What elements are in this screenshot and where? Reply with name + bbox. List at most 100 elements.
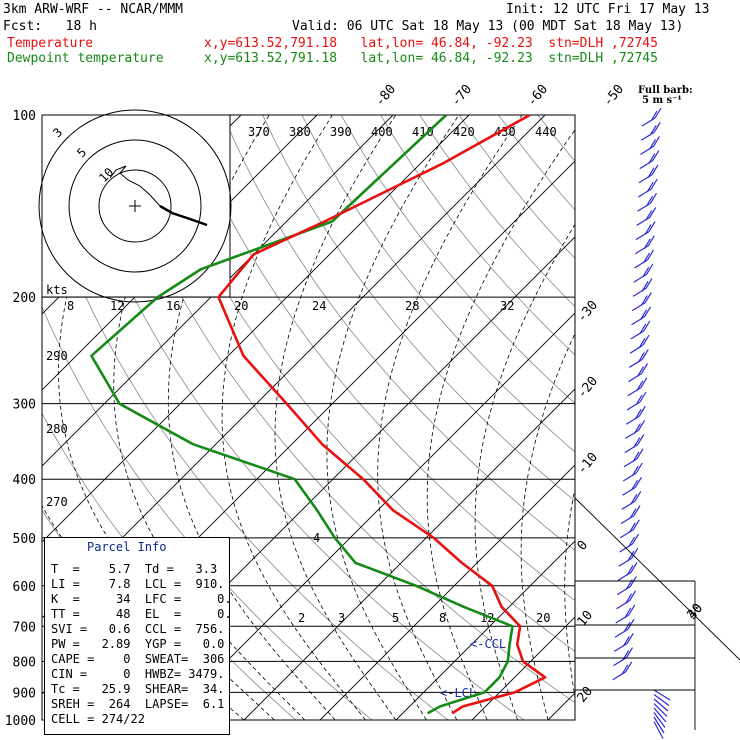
wind-barb-staff (653, 703, 668, 717)
wind-barb-staff (621, 500, 636, 510)
isotherm (319, 464, 575, 720)
wind-barb-flag (631, 547, 639, 559)
temperature-tick-label: -10 (575, 450, 602, 478)
wind-barb-staff (634, 245, 649, 255)
theta-tick-label-left: 270 (46, 495, 68, 509)
wind-barb-staff (613, 657, 627, 667)
theta-tick-label: 420 (453, 125, 475, 139)
hodograph-ring (38, 109, 232, 303)
parcel-row: SVI = 0.6 CCL = 756. (51, 622, 225, 636)
dry-adiabat (104, 115, 575, 704)
isotherm (395, 540, 575, 720)
moist-adiabat (113, 115, 306, 720)
mixing-ratio-label: 5 (392, 611, 399, 625)
wind-barb-flag (640, 295, 648, 306)
wind-barb-staff (620, 515, 635, 525)
wind-barb-flag (645, 278, 653, 289)
wind-barb-flag (646, 181, 654, 193)
wind-barb-flag (640, 363, 649, 374)
wind-barb-flag (634, 476, 643, 488)
wind-barb-staff (653, 716, 665, 734)
theta-tick-label-left: 290 (46, 349, 68, 363)
wind-barb-flag (639, 323, 647, 335)
temperature-legend: Temperature (7, 36, 94, 51)
wind-legend-unit: 5 m s⁻¹ (642, 95, 682, 106)
pressure-tick-label: 400 (13, 473, 36, 488)
wind-barb-flag (638, 405, 646, 417)
dry-adiabat (617, 115, 740, 720)
wind-barb-flag (628, 604, 636, 616)
wind-barb-flag (621, 664, 629, 676)
wind-barb-flag (639, 309, 648, 321)
wind-barb-flag (648, 221, 656, 232)
wind-barb-staff (617, 571, 632, 581)
wind-barb-staff (632, 287, 647, 297)
theta-tick-label: 400 (371, 125, 393, 139)
wind-barb-staff (653, 707, 667, 723)
wind-barb-staff (631, 316, 645, 326)
wind-barb-staff (622, 486, 636, 496)
wind-barb-staff (653, 689, 671, 701)
theta-tick-label: 430 (494, 125, 516, 139)
wind-barb-staff (618, 557, 633, 567)
dewpoint-legend: Dewpoint temperature (7, 51, 164, 66)
wind-barb-flag (632, 451, 640, 463)
wind-barb-staff (653, 694, 670, 706)
pressure-tick-label: 100 (13, 109, 36, 124)
wind-barb-staff (653, 712, 666, 728)
wind-barb-staff (613, 642, 628, 652)
dry-adiabat (577, 115, 740, 720)
temperature-tick-label: -80 (373, 82, 400, 110)
moist-adiabat (274, 115, 397, 720)
wind-barb-flag (628, 522, 636, 534)
parcel-row: CIN = 0 HWBZ= 3479. (51, 667, 225, 681)
init-time: Init: 12 UTC Fri 17 May 13 (506, 2, 710, 17)
isotherm (471, 616, 575, 720)
wind-barb-flag (651, 164, 659, 176)
pressure-tick-label: 700 (13, 620, 36, 635)
wind-barb-staff (631, 302, 646, 312)
wind-barb-flag (643, 238, 651, 250)
hodograph-trace-low (159, 204, 208, 227)
wind-barb-flag (633, 423, 642, 434)
wind-barb-staff (616, 586, 631, 596)
theta-tick-label: 440 (535, 125, 557, 139)
moist-adiabat (474, 223, 575, 720)
wind-barb-flag (637, 420, 646, 431)
hodograph-speed-label: 12 (110, 299, 124, 313)
isotherm (42, 115, 394, 467)
wind-barb-flag (640, 377, 648, 389)
wind-barb-flag (644, 224, 652, 235)
wind-barb-flag (646, 263, 654, 275)
theta-tick-label: 370 (248, 125, 270, 139)
wind-barb-flag (650, 110, 658, 122)
wind-barb-flag (647, 167, 655, 179)
wind-barb-staff (628, 373, 642, 383)
wind-barb-flag (649, 207, 657, 218)
wind-barb-flag (641, 281, 649, 292)
wind-barb-staff (640, 145, 654, 155)
valid-time: Valid: 06 UTC Sat 18 May 13 (00 MDT Sat … (292, 19, 684, 34)
temperature-tick-label: 0 (575, 538, 592, 554)
wind-barb-staff (637, 202, 651, 212)
parcel-info-title: Parcel Info (87, 540, 167, 554)
isotherm (243, 388, 575, 720)
wind-barb-staff (615, 614, 630, 624)
wind-legend-label: Full barb: (638, 85, 693, 96)
dry-adiabat (735, 115, 740, 720)
wind-barb-flag (648, 153, 656, 164)
isotherm (700, 115, 740, 720)
wind-barb-flag (629, 576, 637, 587)
moist-adiabat (426, 129, 575, 720)
temperature-tick-label: -20 (575, 374, 602, 402)
dewpoint-profile (90, 115, 514, 715)
moist-adiabat (670, 115, 740, 720)
pressure-tick-label: 300 (13, 398, 36, 413)
parcel-row: SREH = 264 LAPSE= 6.1 (51, 697, 225, 711)
parcel-row: LI = 7.8 LCL = 910. (51, 577, 225, 591)
wind-barb-staff (633, 273, 648, 283)
parcel-row: CAPE = 0 SWEAT= 306 (51, 652, 225, 666)
wind-barb-flag (653, 121, 661, 133)
hodograph-speed-label: 32 (500, 299, 514, 313)
